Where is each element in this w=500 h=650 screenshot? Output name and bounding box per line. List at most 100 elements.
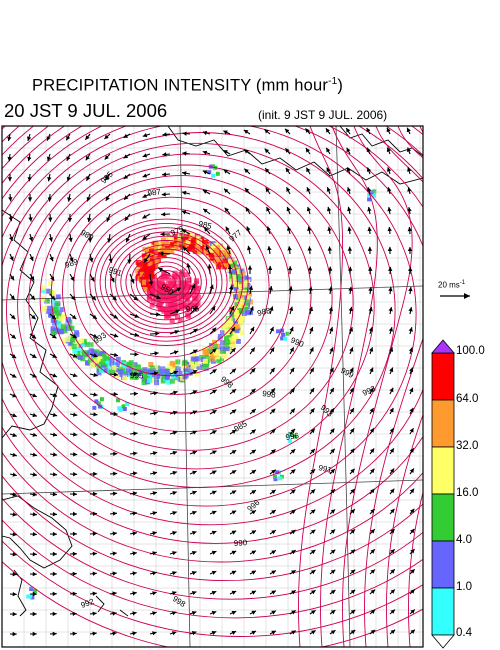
precip-cell — [233, 286, 239, 292]
wind-vector-head — [93, 353, 98, 358]
isobar — [115, 240, 218, 325]
wind-vector-head — [152, 611, 157, 616]
precip-cell — [243, 300, 249, 306]
wind-vector-head — [32, 452, 37, 457]
wind-vector-head — [408, 347, 413, 352]
wind-vector-head — [350, 630, 356, 635]
precip-cell — [216, 358, 222, 364]
wind-vector-head — [389, 428, 394, 433]
precip-cell — [147, 261, 153, 267]
precip-cell — [163, 250, 169, 256]
wind-vector-head — [172, 531, 177, 536]
precip-cell — [242, 287, 247, 292]
wind-vector-head — [211, 590, 217, 595]
wind-vector-head — [390, 468, 395, 473]
wind-vector-head — [66, 176, 71, 182]
precip-cell — [75, 351, 81, 356]
precip-cell — [138, 269, 144, 275]
wind-vector-head — [152, 571, 157, 576]
wind-vector-head — [271, 630, 276, 635]
precip-cell — [112, 361, 118, 367]
wind-vector-head — [346, 167, 351, 172]
wind-vector-head — [310, 448, 315, 454]
wind-vector-head — [133, 296, 138, 301]
wind-vector-head — [192, 370, 198, 374]
wind-vector-head — [271, 429, 276, 434]
precip-cell — [57, 328, 63, 334]
precip-cell — [232, 331, 238, 337]
precip-cell-core — [169, 318, 175, 324]
precip-cell — [41, 306, 47, 312]
wind-vector-head — [330, 630, 336, 635]
wind-vector-head — [73, 511, 77, 517]
wind-vector-head — [410, 569, 415, 574]
precip-cell — [203, 239, 209, 245]
precip-cell — [160, 247, 166, 253]
wind-vector-head — [264, 148, 270, 154]
wind-vector-head — [134, 332, 139, 337]
wind-vector-head — [70, 276, 75, 282]
wind-vector-head — [307, 226, 312, 231]
precip-cell — [150, 372, 156, 378]
wind-vector-head — [176, 287, 181, 292]
precip-cell — [190, 356, 196, 362]
wind-vector-head — [251, 570, 256, 575]
isobar-east — [364, 126, 423, 647]
wind-vector-head — [32, 552, 37, 557]
wind-vector-head — [72, 551, 77, 557]
wind-vector-head — [133, 431, 138, 436]
wind-vector-head — [52, 452, 58, 457]
wind-vector-head — [305, 148, 310, 153]
precip-cell — [128, 367, 134, 373]
isobar-label: 987 — [147, 187, 162, 198]
wind-vector-head — [31, 334, 37, 339]
wind-vector-head — [306, 187, 311, 192]
isobar — [2, 126, 423, 600]
wind-vector-head — [330, 469, 335, 474]
wind-vector-head — [224, 207, 229, 213]
wind-vector-head — [231, 630, 237, 635]
wind-vector-head — [287, 246, 292, 251]
wind-vector-head — [32, 492, 37, 497]
precip-cell — [50, 326, 56, 332]
isobar — [6, 132, 396, 488]
wind-vector-head — [72, 334, 77, 339]
precip-cell — [183, 367, 189, 372]
precip-cell — [240, 283, 246, 289]
wind-vector-head — [27, 136, 32, 141]
precip-cell — [176, 242, 182, 248]
wind-vector-head — [251, 449, 256, 454]
precip-cell-core — [149, 302, 155, 308]
wind-vector-head — [27, 156, 32, 162]
precip-cell — [147, 368, 153, 374]
wind-vector-head — [192, 490, 197, 495]
isobar — [2, 126, 417, 507]
precip-cell — [97, 361, 103, 367]
wind-vector-head — [409, 367, 414, 373]
precip-cell-outlier — [92, 405, 97, 410]
precip-cell — [81, 338, 87, 344]
precip-cell — [224, 346, 230, 351]
wind-vector-head — [132, 531, 137, 536]
wind-vector-head — [390, 529, 395, 534]
precip-cell — [219, 356, 224, 362]
wind-vector-head — [390, 549, 395, 554]
precip-cell — [154, 376, 160, 382]
wind-vector-head — [370, 549, 375, 554]
wind-vector-head — [349, 387, 354, 393]
wind-vector-head — [370, 529, 375, 534]
wind-vector-head — [173, 370, 178, 375]
precip-cell — [181, 363, 187, 369]
wind-vector-head — [370, 468, 375, 474]
precip-cell — [118, 366, 124, 372]
wind-vector-head — [291, 590, 296, 595]
wind-vector-head — [28, 217, 33, 222]
precip-cell — [45, 288, 51, 294]
wind-vector-head — [327, 226, 332, 231]
isobar-east — [297, 126, 344, 647]
wind-vector-head — [67, 197, 72, 202]
wind-vector-head — [142, 173, 148, 178]
wind-vector-head — [409, 488, 415, 494]
precip-cell-outlier — [292, 434, 297, 439]
precip-cell — [187, 370, 193, 376]
